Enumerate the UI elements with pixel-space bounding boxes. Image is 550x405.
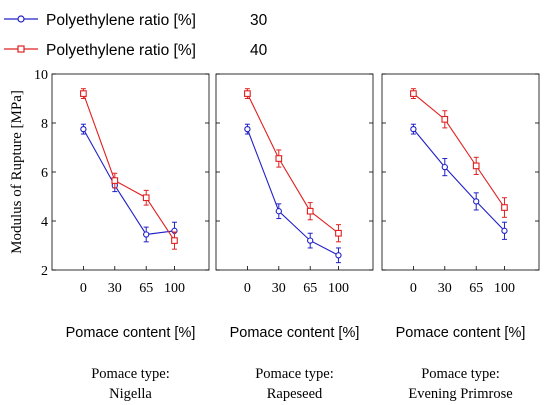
data-point [410,90,417,97]
legend-value-40: 40 [250,42,268,59]
panel-3: 0 30 65 100 Pomace content [%] Pomace type: Ev… [381,73,540,402]
x-tick-label: 0 [410,281,417,296]
x-tick-label: 65 [469,281,483,296]
x-tick-label: 100 [164,281,185,296]
data-point [111,177,119,184]
x-tick-label: 0 [80,281,87,296]
panel-2: 0 30 65 100 Pomace content [%] Pomace type: Ra… [215,73,374,402]
panel-title-prefix: Pomace type: [91,366,170,382]
data-point [142,194,150,202]
data-point [80,125,87,133]
data-point [307,237,314,244]
data-point [501,227,508,234]
data-point [473,198,480,205]
x-axis-label: Pomace content [%] [66,325,196,341]
data-point [501,204,508,211]
legend-entry-40: Polyethylene ratio [%] 40 [4,42,268,59]
x-tick-label: 30 [272,281,286,296]
x-tick-label: 65 [303,281,317,296]
x-tick-label: 30 [438,281,452,296]
legend-entry-30: Polyethylene ratio [%] 30 [4,12,268,29]
data-point [441,163,448,171]
legend-label-30: Polyethylene ratio [%] [46,12,196,29]
legend-marker-30 [17,15,25,23]
x-tick-label: 100 [328,281,349,296]
y-axis-label: Modulus of Rupture [MPa] [9,90,25,254]
y-tick-label: 6 [41,166,48,181]
y-tick-label: 10 [34,68,48,83]
data-point [472,162,480,170]
panel-title-prefix: Pomace type: [421,366,500,382]
data-point [441,115,449,123]
plot-frame [381,73,540,271]
x-tick-label: 30 [108,281,122,296]
x-axis-label: Pomace content [%] [230,325,360,341]
y-tick-label: 2 [41,264,48,279]
panel-title-prefix: Pomace type: [255,366,334,382]
legend-marker-40 [17,45,25,53]
data-point [306,207,314,215]
data-point [244,90,251,97]
series-line-30 [246,128,339,256]
y-tick-label: 4 [41,215,48,230]
plot-frame [215,73,374,271]
data-point [171,237,178,244]
data-point [80,90,87,97]
panel-title: Rapeseed [267,386,323,402]
data-point [335,229,342,237]
series-line-40 [82,93,175,241]
legend: Polyethylene ratio [%] 30 Polyethylene r… [4,12,268,59]
x-tick-label: 65 [139,281,153,296]
data-point [275,155,283,162]
data-point [275,208,282,215]
x-tick-label: 0 [244,281,251,296]
y-tick-label: 8 [41,117,48,132]
series-line-40 [413,93,505,208]
series-line-30 [82,128,175,236]
data-point [244,125,251,133]
plot-frame [51,73,210,271]
x-tick-label: 100 [494,281,515,296]
x-axis-label: Pomace content [%] [396,325,526,341]
panel-title: Evening Primrose [408,386,512,402]
data-point [410,125,417,133]
series-line-30 [412,128,505,232]
legend-value-30: 30 [250,12,268,29]
series-line-40 [246,93,339,234]
legend-label-40: Polyethylene ratio [%] [46,42,196,59]
panel-title: Nigella [109,386,152,402]
data-point [335,252,342,259]
data-point [143,231,150,238]
